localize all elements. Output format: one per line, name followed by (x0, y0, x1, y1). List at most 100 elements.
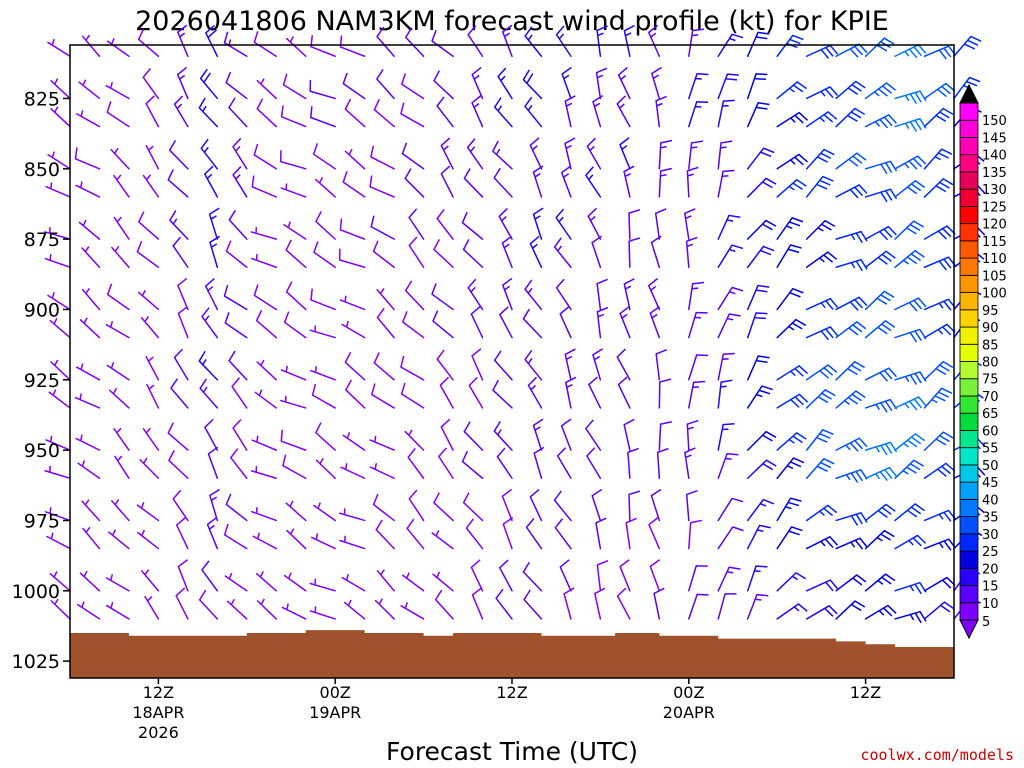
colorbar-label: 115 (982, 235, 1007, 250)
wind-barb (746, 147, 775, 170)
wind-barb (106, 101, 130, 128)
wind-barb (894, 180, 926, 198)
wind-barb (224, 311, 248, 339)
surface-terrain (70, 630, 954, 678)
colorbar-swatch (959, 430, 979, 449)
wind-barb (286, 528, 307, 550)
wind-barb (688, 101, 709, 128)
wind-barb (864, 250, 896, 269)
wind-barb (835, 437, 868, 452)
wind-barb (746, 593, 769, 620)
wind-barb (805, 389, 836, 409)
wind-barb (142, 427, 160, 451)
wind-barb (463, 421, 484, 451)
colorbar-label: 15 (982, 580, 999, 595)
wind-barb (113, 427, 130, 451)
wind-barb (44, 465, 71, 480)
wind-barb (524, 96, 543, 128)
colorbar-label: 140 (982, 149, 1007, 164)
wind-barb (49, 317, 71, 339)
wind-barb (313, 241, 336, 269)
wind-barb (684, 208, 696, 240)
wind-barb (200, 138, 219, 170)
wind-barb (223, 284, 248, 311)
wind-barb (282, 454, 307, 480)
wind-barb (280, 365, 307, 381)
colorbar-swatch (959, 464, 979, 483)
wind-barb (205, 278, 219, 311)
wind-barb (527, 376, 543, 409)
wind-barb (864, 398, 898, 413)
colorbar-label: 120 (982, 218, 1007, 233)
wind-barb (255, 571, 278, 592)
wind-barb (776, 526, 803, 550)
wind-barb (894, 155, 927, 170)
wind-barb (688, 593, 709, 620)
colorbar-label: 40 (982, 493, 999, 508)
wind-barb (230, 448, 248, 480)
wind-barb (553, 490, 572, 522)
colorbar-swatch (959, 481, 979, 500)
wind-barb (746, 459, 777, 480)
wind-barb (746, 430, 777, 451)
wind-barb (400, 102, 425, 128)
colorbar-label: 75 (982, 373, 999, 388)
wind-barb (45, 182, 71, 198)
wind-barb (717, 244, 744, 269)
wind-barb (105, 81, 130, 100)
wind-barb (717, 313, 741, 339)
y-tick-label: 825 (24, 88, 60, 110)
wind-barb (835, 296, 868, 311)
colorbar-swatch (959, 361, 979, 380)
wind-barb (432, 310, 454, 339)
wind-barb (559, 559, 572, 592)
wind-barb (285, 36, 307, 58)
colorbar-label: 50 (982, 459, 999, 474)
wind-barb (586, 137, 602, 170)
wind-barb (110, 147, 130, 170)
wind-barb (627, 447, 639, 480)
wind-barb (805, 219, 836, 240)
wind-barb (717, 453, 739, 480)
wind-barb (532, 207, 544, 240)
wind-barb (923, 45, 957, 60)
wind-barb (401, 142, 425, 170)
wind-barb (746, 219, 777, 240)
wind-barb (835, 107, 866, 128)
wind-barb (656, 447, 669, 480)
wind-barb (717, 566, 741, 592)
wind-barb (438, 447, 454, 480)
wind-barb (375, 519, 395, 550)
wind-barb (524, 349, 543, 381)
wind-barb (923, 225, 956, 240)
wind-barb (431, 30, 454, 58)
wind-barb (953, 35, 982, 58)
colorbar-swatch (959, 498, 979, 518)
wind-barb (588, 376, 602, 409)
credit-text[interactable]: coolwx.com/models (860, 746, 1014, 764)
wind-barb (232, 165, 248, 198)
wind-barb (805, 297, 839, 311)
wind-barb (894, 297, 927, 312)
wind-barb (649, 305, 661, 339)
wind-barb (433, 70, 454, 100)
wind-barb (592, 95, 604, 128)
wind-barb (145, 95, 160, 128)
wind-barb (894, 459, 925, 480)
wind-barb (340, 463, 366, 480)
wind-barb (408, 208, 425, 240)
wind-barb (199, 378, 219, 409)
wind-barb (113, 216, 130, 240)
wind-barb (251, 253, 278, 269)
wind-barb (625, 517, 638, 550)
colorbar-swatch (959, 533, 979, 552)
colorbar-label: 35 (982, 511, 999, 526)
wind-barb (619, 305, 631, 339)
colorbar-swatch (959, 412, 979, 431)
wind-barb (688, 140, 704, 170)
wind-barb (923, 387, 953, 409)
wind-barb (310, 366, 336, 381)
wind-barb (251, 435, 278, 451)
wind-barb (74, 393, 101, 409)
wind-barb (502, 516, 514, 550)
